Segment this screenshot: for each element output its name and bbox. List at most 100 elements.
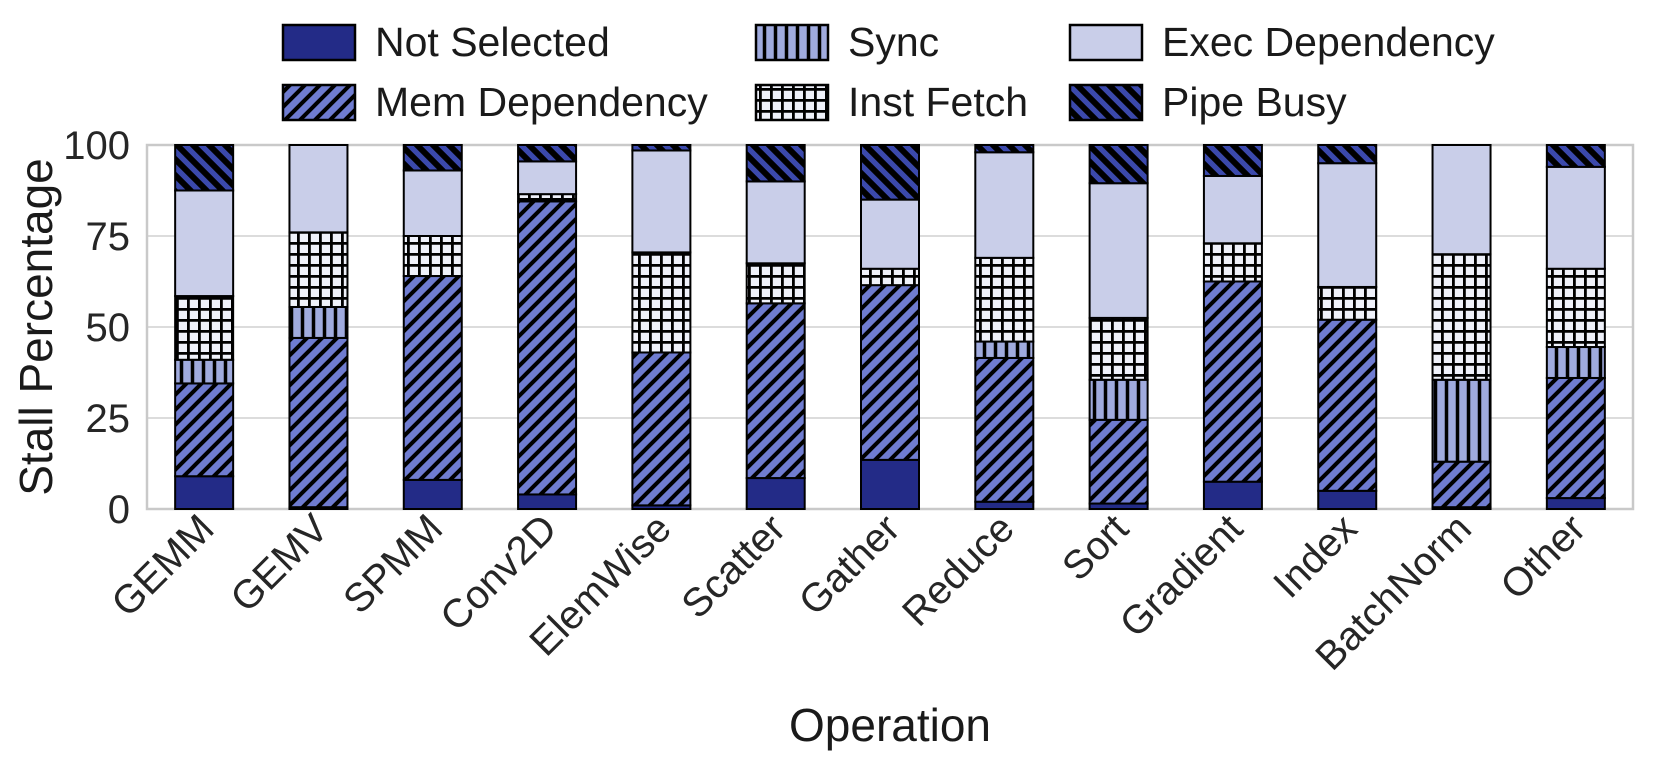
bar-segment bbox=[1088, 182, 1149, 319]
bar-segment bbox=[1202, 144, 1263, 177]
legend-label: Not Selected bbox=[375, 19, 610, 65]
bar-segment bbox=[1545, 165, 1606, 270]
legend-label: Pipe Busy bbox=[1162, 79, 1347, 125]
legend-swatch bbox=[281, 23, 357, 62]
bar-segment bbox=[631, 351, 692, 507]
legend-item: Sync bbox=[754, 19, 939, 65]
bar-segment bbox=[1431, 144, 1492, 256]
legend-swatch bbox=[754, 23, 830, 62]
bar-segment bbox=[1088, 316, 1149, 381]
bar-segment bbox=[402, 169, 463, 237]
bar-segment bbox=[631, 144, 692, 152]
bar-segment bbox=[1317, 318, 1378, 492]
bar-segment bbox=[1317, 489, 1378, 510]
bar-segment bbox=[288, 144, 349, 234]
bar-segment bbox=[1545, 497, 1606, 510]
bar-segment bbox=[1431, 253, 1492, 381]
bar-segment bbox=[1202, 174, 1263, 245]
bar-segment bbox=[1545, 144, 1606, 168]
bar-segment bbox=[631, 251, 692, 354]
bar-segment bbox=[402, 144, 463, 172]
y-tick-label: 50 bbox=[86, 306, 131, 350]
legend-item: Inst Fetch bbox=[754, 79, 1028, 125]
bar-segment bbox=[1202, 480, 1263, 511]
bar-segment bbox=[974, 500, 1035, 511]
bar-segment bbox=[1431, 378, 1492, 463]
bar-segment bbox=[1317, 285, 1378, 321]
bar-segment bbox=[1088, 418, 1149, 505]
bar-gradient bbox=[1202, 144, 1263, 511]
bar-segment bbox=[174, 189, 235, 298]
bar-segment bbox=[517, 160, 578, 196]
y-tick-label: 0 bbox=[108, 488, 130, 532]
bar-segment bbox=[174, 382, 235, 478]
bar-segment bbox=[1088, 144, 1149, 185]
legend-swatch bbox=[1068, 83, 1144, 122]
bar-segment bbox=[974, 340, 1035, 359]
bar-segment bbox=[1317, 162, 1378, 288]
bar-segment bbox=[745, 302, 806, 480]
bar-segment bbox=[288, 231, 349, 308]
bar-segment bbox=[174, 475, 235, 510]
bar-segment bbox=[402, 478, 463, 511]
legend-swatch bbox=[281, 83, 357, 122]
bar-segment bbox=[288, 336, 349, 509]
bar-segment bbox=[860, 458, 920, 510]
legend-label: Sync bbox=[848, 19, 939, 65]
bar-scatter bbox=[745, 144, 806, 510]
y-axis-title: Stall Percentage bbox=[10, 158, 62, 496]
bar-segment bbox=[517, 493, 578, 511]
bar-spmm bbox=[402, 144, 463, 511]
bar-segment bbox=[1545, 346, 1606, 379]
bar-segment bbox=[745, 477, 806, 510]
bar-segment bbox=[1202, 242, 1263, 283]
bar-segment bbox=[1317, 144, 1378, 165]
bar-segment bbox=[1431, 460, 1492, 509]
bar-segment bbox=[745, 144, 806, 183]
y-tick-label: 25 bbox=[86, 397, 131, 441]
bar-gemv bbox=[288, 144, 349, 510]
bar-segment bbox=[974, 151, 1035, 259]
bar-segment bbox=[745, 180, 806, 265]
x-axis-title: Operation bbox=[788, 699, 992, 751]
bar-gather bbox=[860, 144, 920, 510]
legend-label: Mem Dependency bbox=[375, 79, 708, 125]
bar-segment bbox=[517, 144, 578, 163]
bar-segment bbox=[1088, 378, 1149, 421]
bar-sort bbox=[1088, 144, 1149, 511]
bars bbox=[174, 144, 1606, 511]
bar-segment bbox=[174, 358, 235, 385]
bar-segment bbox=[631, 149, 692, 254]
legend-swatch bbox=[1068, 23, 1144, 62]
bar-segment bbox=[1202, 280, 1263, 483]
legend: Not Selected Sync Exec Dependency Mem Depen… bbox=[281, 19, 1495, 125]
legend-label: Exec Dependency bbox=[1162, 19, 1495, 65]
legend-label: Inst Fetch bbox=[848, 79, 1028, 125]
bar-segment bbox=[1545, 267, 1606, 349]
bar-reduce bbox=[974, 144, 1035, 511]
bar-gemm bbox=[174, 144, 235, 510]
bar-index bbox=[1317, 144, 1378, 510]
legend-item: Pipe Busy bbox=[1068, 79, 1347, 125]
bar-batchnorm bbox=[1431, 144, 1492, 510]
bar-segment bbox=[974, 144, 1035, 154]
bar-segment bbox=[860, 198, 920, 270]
bar-conv2d bbox=[517, 144, 578, 511]
y-tick-label: 75 bbox=[86, 215, 131, 259]
bar-segment bbox=[860, 267, 920, 287]
legend-swatch bbox=[754, 83, 830, 122]
bar-segment bbox=[745, 262, 806, 305]
legend-item: Mem Dependency bbox=[281, 79, 708, 125]
bar-segment bbox=[517, 193, 578, 203]
legend-item: Exec Dependency bbox=[1068, 19, 1495, 65]
bar-segment bbox=[974, 256, 1035, 343]
bar-segment bbox=[174, 144, 235, 192]
bar-segment bbox=[517, 200, 578, 496]
y-tick-labels: 0 25 50 75 100 bbox=[63, 124, 130, 532]
bar-segment bbox=[1545, 376, 1606, 500]
bar-segment bbox=[174, 295, 235, 361]
bar-segment bbox=[974, 356, 1035, 503]
